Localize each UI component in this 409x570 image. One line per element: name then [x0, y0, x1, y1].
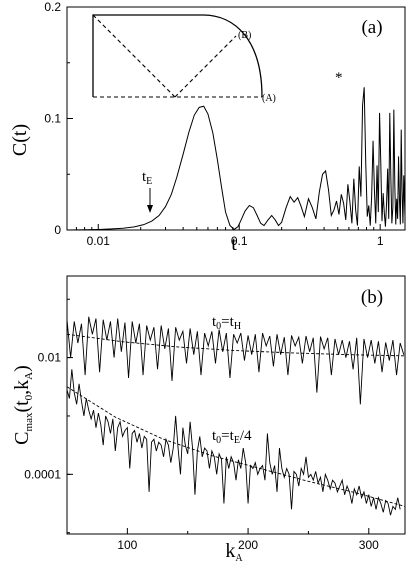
y-tick-label: 0.01 — [38, 351, 62, 365]
panel-b-ticks: 100 200 300 0.0001 0.01 — [24, 298, 379, 552]
panel-b-frame — [66, 275, 406, 535]
series-label-tH: t0=tH — [212, 314, 241, 332]
panel-b-series-tE4 — [66, 369, 401, 516]
annotation-tE: tE — [142, 169, 153, 213]
x-tick-label: 1 — [377, 234, 384, 248]
x-tick-label: 0.1 — [231, 234, 248, 248]
y-tick-label: 0.1 — [44, 112, 61, 126]
inset-label-b: (B) — [238, 30, 251, 41]
panel-a-label: (a) — [361, 17, 382, 38]
x-tick-label: 300 — [359, 538, 379, 552]
panel-a-ylabel: C(t) — [9, 124, 31, 156]
panel-a: 0.01 0.1 1 0 0.1 0.2 C(t) t (a) (B) (A) tE * — [9, 0, 406, 255]
panel-b: 100 200 300 0.0001 0.01 (b) t0=tH t0=tE/4 Cm… — [11, 275, 406, 564]
x-tick-label: 0.01 — [87, 234, 111, 248]
panel-b-xlabel: kA — [225, 540, 243, 564]
panel-b-fit-tE4 — [66, 386, 406, 507]
panel-a-series-line — [66, 87, 406, 231]
y-tick-label: 0.2 — [44, 0, 61, 14]
panel-a-ticks: 0.01 0.1 1 0 0.1 0.2 — [44, 0, 384, 248]
y-tick-label: 0.0001 — [24, 467, 61, 481]
inset-ray-right — [174, 35, 237, 98]
panel-b-label: (b) — [361, 287, 383, 308]
x-tick-label: 100 — [117, 538, 137, 552]
annotation-star: * — [335, 70, 343, 86]
panel-a-xlabel: t — [231, 233, 237, 255]
annotation-tE-arrow-head — [147, 205, 153, 213]
panel-b-ylabel: Cmax(t0,kA) — [11, 365, 35, 445]
y-tick-label: 0 — [54, 223, 61, 237]
panel-b-series-tH — [66, 316, 405, 405]
panel-b-fit-tH — [66, 333, 406, 357]
x-tick-label: 200 — [238, 538, 258, 552]
series-label-tE4: t0=tE/4 — [212, 428, 252, 446]
annotation-tE-sub: E — [146, 176, 152, 187]
inset-label-a: (A) — [262, 93, 276, 104]
annotation-tE-text: tE — [142, 169, 152, 187]
inset-boundary — [92, 14, 263, 98]
inset-ray-left — [92, 14, 176, 98]
inset-billiard: (B) (A) — [92, 14, 276, 104]
